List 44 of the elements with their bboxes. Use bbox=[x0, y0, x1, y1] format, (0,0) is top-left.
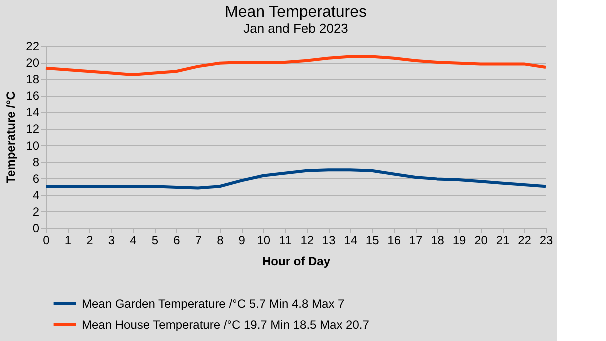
x-tick-label: 16 bbox=[388, 234, 402, 248]
line-series bbox=[44, 168, 548, 190]
x-tick-label: 1 bbox=[64, 234, 72, 248]
y-tick-label: 22 bbox=[26, 40, 40, 54]
y-tick-label: 18 bbox=[26, 72, 40, 87]
y-tick-label: 16 bbox=[26, 89, 40, 104]
y-axis-title: Temperature /°C bbox=[4, 91, 18, 184]
x-tick-label: 13 bbox=[322, 234, 336, 248]
x-tick-label: 5 bbox=[152, 234, 159, 248]
x-tick-label: 0 bbox=[43, 234, 50, 248]
y-tick-label: 20 bbox=[26, 56, 40, 70]
x-tick-label: 23 bbox=[540, 234, 554, 248]
y-tick-label: 2 bbox=[32, 204, 40, 219]
x-tick-label: 3 bbox=[108, 234, 116, 248]
x-tick-label: 22 bbox=[518, 234, 532, 248]
y-tick-label: 12 bbox=[26, 122, 40, 136]
x-tick-label: 8 bbox=[217, 234, 224, 248]
y-tick-label: 8 bbox=[32, 155, 40, 170]
x-tick-label: 11 bbox=[279, 234, 292, 248]
x-tick-label: 6 bbox=[174, 234, 181, 248]
x-tick-label: 9 bbox=[238, 234, 246, 248]
chart-subtitle: Jan and Feb 2023 bbox=[244, 21, 348, 36]
x-tick-label: 4 bbox=[130, 234, 138, 248]
line-series bbox=[44, 55, 548, 76]
y-tick-label: 10 bbox=[26, 138, 40, 153]
x-tick-label: 2 bbox=[86, 234, 94, 248]
y-tick-label: 6 bbox=[32, 172, 40, 186]
x-tick-label: 17 bbox=[409, 234, 424, 248]
chart-title: Mean Temperatures bbox=[225, 4, 367, 21]
x-tick-label: 10 bbox=[257, 234, 271, 248]
x-tick-label: 14 bbox=[344, 234, 358, 248]
legend-label: Mean Garden Temperature /°C 5.7 Min 4.8 Max 7 bbox=[82, 297, 346, 311]
y-tick-label: 0 bbox=[32, 222, 40, 236]
y-tick-label: 4 bbox=[32, 188, 40, 202]
x-tick-label: 7 bbox=[195, 234, 202, 248]
x-tick-label: 12 bbox=[300, 234, 314, 248]
x-tick-label: 21 bbox=[496, 234, 510, 248]
x-tick-label: 18 bbox=[431, 234, 445, 248]
y-tick-label: 14 bbox=[26, 106, 40, 120]
legend-label: Mean House Temperature /°C 19.7 Min 18.5 Max 20.7 bbox=[82, 318, 370, 332]
x-tick-label: 20 bbox=[474, 234, 488, 248]
x-axis-title: Hour of Day bbox=[262, 254, 331, 268]
x-tick-label: 19 bbox=[452, 234, 467, 248]
x-tick-label: 15 bbox=[366, 234, 380, 248]
